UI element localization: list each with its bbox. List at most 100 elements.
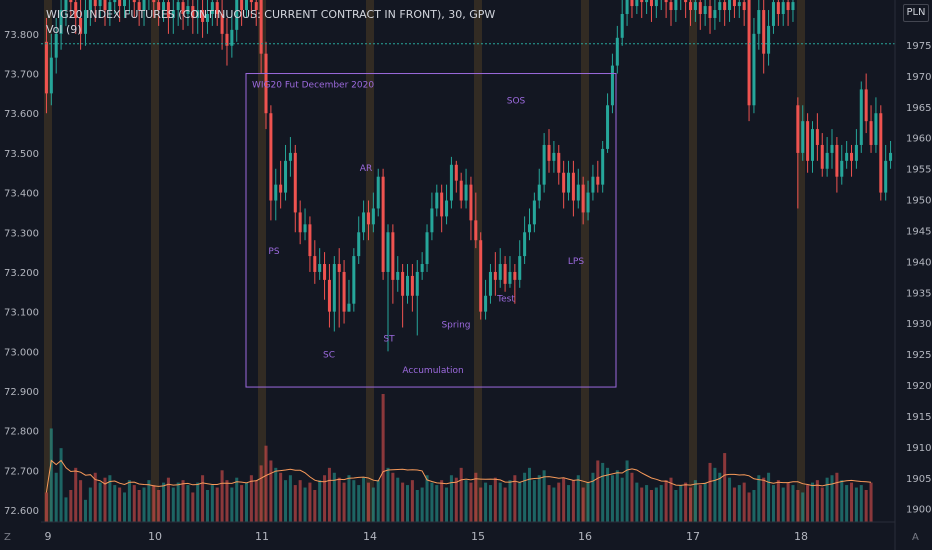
volume-bar bbox=[386, 467, 390, 522]
candle-body bbox=[484, 295, 488, 312]
candle-body bbox=[630, 0, 634, 7]
volume-bar bbox=[757, 475, 761, 522]
time-label-9: 9 bbox=[45, 530, 52, 543]
right-axis-label: 1950 bbox=[906, 196, 931, 207]
volume-bar bbox=[728, 477, 732, 522]
candle-body bbox=[518, 256, 522, 280]
candle-body bbox=[762, 10, 766, 54]
zoom-toggle[interactable]: Z bbox=[4, 532, 11, 543]
right-axis-label: 1905 bbox=[906, 474, 931, 485]
left-axis-label: 73.800 bbox=[4, 30, 39, 41]
right-axis-label: 1925 bbox=[906, 350, 931, 361]
candle-body bbox=[801, 121, 805, 153]
candle-body bbox=[181, 2, 185, 14]
candle-body bbox=[479, 240, 483, 312]
auto-scale-toggle[interactable]: A bbox=[912, 532, 919, 543]
candle-body bbox=[83, 10, 87, 34]
volume-bar bbox=[854, 487, 858, 522]
candle-body bbox=[786, 2, 790, 11]
candle-body bbox=[391, 232, 395, 280]
candle-body bbox=[771, 2, 775, 26]
candle-body bbox=[230, 29, 234, 46]
volume-bar bbox=[303, 487, 307, 522]
candle-body bbox=[503, 264, 507, 284]
candle-body bbox=[308, 224, 312, 257]
volume-bar bbox=[484, 482, 488, 522]
volume-bar bbox=[201, 475, 205, 522]
candle-body bbox=[732, 0, 736, 7]
candle-body bbox=[69, 0, 73, 3]
candle-body bbox=[284, 160, 288, 193]
candle-body bbox=[850, 152, 854, 161]
candle-body bbox=[88, 0, 92, 11]
volume-bar bbox=[371, 487, 375, 522]
candle-body bbox=[464, 184, 468, 201]
volume-bar bbox=[440, 480, 444, 522]
volume-bar bbox=[859, 485, 863, 522]
candle-body bbox=[142, 0, 146, 11]
candle-body bbox=[176, 2, 180, 11]
volume-bar bbox=[318, 480, 322, 522]
candle-body bbox=[513, 271, 517, 280]
volume-bar bbox=[747, 492, 751, 522]
currency-badge[interactable]: PLN bbox=[903, 4, 929, 22]
volume-bar bbox=[49, 428, 53, 522]
candle-body bbox=[571, 172, 575, 201]
time-label-14: 14 bbox=[363, 530, 377, 543]
candle-body bbox=[742, 2, 746, 11]
candle-body bbox=[713, 10, 717, 18]
volume-bar bbox=[357, 485, 361, 522]
left-axis-labels: 73.800 73.700 73.600 73.500 73.400 73.300 73.2… bbox=[4, 30, 39, 517]
session-band-15 bbox=[474, 0, 482, 522]
candle-body bbox=[547, 144, 551, 161]
volume-bar bbox=[703, 482, 707, 522]
left-axis-label: 73.000 bbox=[4, 347, 39, 358]
chart-title: WIG20 INDEX FUTURES (CONTINUOUS: CURRENT… bbox=[46, 8, 496, 21]
volume-bar bbox=[435, 485, 439, 522]
volume-bar bbox=[313, 490, 317, 522]
volume-bar bbox=[152, 485, 156, 522]
left-axis-label: 73.300 bbox=[4, 228, 39, 239]
accumulation-box[interactable] bbox=[245, 73, 617, 388]
volume-bar bbox=[396, 477, 400, 522]
volume-bar bbox=[684, 482, 688, 522]
volume-indicator-label[interactable]: Vol (9) bbox=[46, 23, 82, 36]
candle-body bbox=[113, 0, 117, 3]
candle-body bbox=[293, 152, 297, 213]
candle-body bbox=[137, 2, 141, 11]
candle-body bbox=[337, 264, 341, 272]
volume-bar bbox=[240, 485, 244, 522]
volume-bar bbox=[532, 480, 536, 522]
volume-bar bbox=[513, 475, 517, 522]
volume-bar bbox=[166, 477, 170, 522]
candle-body bbox=[527, 224, 532, 233]
candle-body bbox=[674, 0, 678, 11]
wyckoff-annotations: PS SC AR ST Spring Test SOS LPS bbox=[268, 96, 584, 360]
candle-body bbox=[508, 271, 512, 284]
candle-body bbox=[74, 2, 78, 18]
candle-body bbox=[396, 271, 400, 280]
candle-body bbox=[669, 2, 673, 11]
volume-bar bbox=[830, 475, 834, 522]
right-axis-label: 1940 bbox=[906, 257, 931, 268]
volume-bar bbox=[654, 487, 658, 522]
volume-bar bbox=[186, 485, 190, 522]
volume-bar bbox=[552, 487, 556, 522]
candle-body bbox=[791, 2, 795, 11]
candles bbox=[44, 0, 893, 352]
volume-bar bbox=[732, 487, 736, 522]
candle-body bbox=[752, 33, 756, 106]
volume-bar bbox=[83, 499, 87, 522]
candle-body bbox=[79, 17, 83, 34]
volume-bar bbox=[142, 487, 146, 522]
candle-body bbox=[737, 2, 741, 7]
volume-bar bbox=[337, 477, 341, 522]
candle-body bbox=[313, 256, 317, 272]
right-axis-label: 1935 bbox=[906, 288, 931, 299]
candle-body bbox=[205, 14, 209, 22]
volume-bar bbox=[454, 477, 458, 522]
volume-bar bbox=[103, 477, 107, 522]
volume-bar bbox=[615, 470, 619, 522]
candle-body bbox=[191, 6, 195, 18]
